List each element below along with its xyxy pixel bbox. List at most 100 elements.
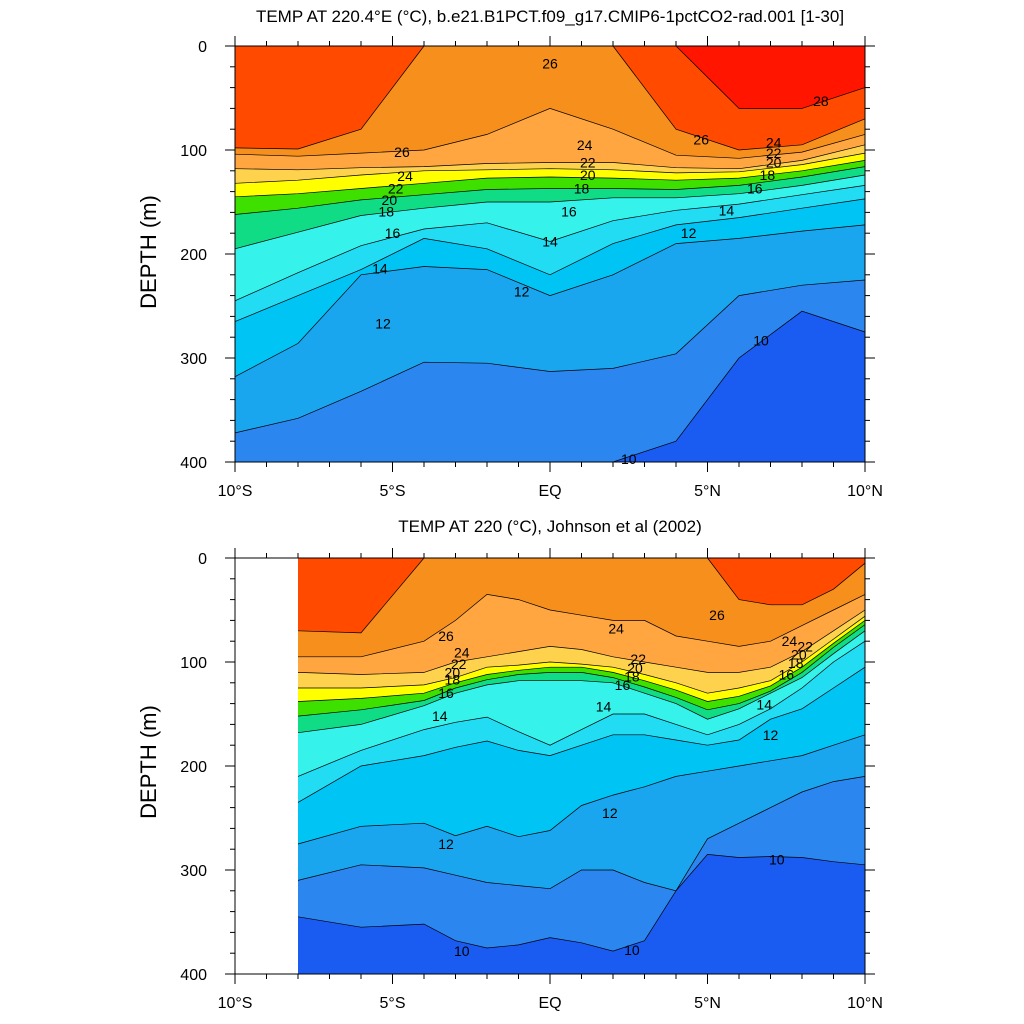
temperature-band-27 bbox=[298, 558, 865, 633]
observed-temperature-panel: TEMP AT 220 (°C), Johnson et al (2002) D… bbox=[136, 517, 883, 1012]
contour-label: 18 bbox=[788, 655, 804, 671]
isotherm-line-12 bbox=[297, 734, 866, 845]
contour-label: 22 bbox=[766, 145, 782, 161]
contour-label: 20 bbox=[627, 660, 643, 676]
y-axis-label: DEPTH (m) bbox=[136, 705, 161, 819]
isotherm-line-14 bbox=[234, 185, 866, 302]
contour-label: 18 bbox=[574, 180, 590, 196]
contour-label: 16 bbox=[747, 180, 763, 196]
contour-label: 22 bbox=[580, 154, 596, 170]
isotherm-line-24 bbox=[297, 609, 866, 675]
contour-label: 24 bbox=[577, 137, 593, 153]
x-tick-label: 5°S bbox=[380, 995, 406, 1012]
contour-label: 22 bbox=[388, 180, 404, 196]
contour-label: 12 bbox=[681, 225, 697, 241]
contour-label: 12 bbox=[375, 316, 391, 332]
x-tick-label: EQ bbox=[538, 995, 561, 1012]
model-temperature-panel: TEMP AT 220.4°E (°C), b.e21.B1PCT.f09_g1… bbox=[136, 7, 883, 500]
contour-label: 22 bbox=[797, 638, 813, 654]
isotherm-line-11 bbox=[234, 279, 866, 434]
y-tick-label: 200 bbox=[180, 759, 207, 776]
isotherm-line-20 bbox=[297, 620, 866, 702]
isotherm-line-13 bbox=[234, 198, 866, 322]
contour-label: 18 bbox=[445, 672, 461, 688]
isotherm-line-26 bbox=[298, 594, 866, 658]
x-tick-label: 5°N bbox=[694, 995, 721, 1012]
contour-label: 14 bbox=[542, 234, 558, 250]
contour-label: 12 bbox=[602, 805, 618, 821]
contour-label: 10 bbox=[769, 852, 785, 868]
isotherm-line-20 bbox=[234, 160, 866, 198]
y-tick-label: 200 bbox=[180, 247, 207, 264]
contour-label: 26 bbox=[394, 144, 410, 160]
contour-label: 22 bbox=[630, 651, 646, 667]
isotherm-line-12 bbox=[234, 224, 866, 378]
isotherm-line-24 bbox=[234, 144, 866, 171]
x-tick-label: 10°S bbox=[218, 483, 253, 500]
contour-label: 18 bbox=[760, 167, 776, 183]
contour-label: 10 bbox=[454, 943, 470, 959]
contour-label: 10 bbox=[753, 332, 769, 348]
y-tick-label: 400 bbox=[180, 455, 207, 472]
isotherm-line-22 bbox=[234, 152, 866, 184]
contour-label: 12 bbox=[438, 836, 454, 852]
contour-label: 12 bbox=[514, 283, 530, 299]
y-tick-label: 100 bbox=[180, 143, 207, 160]
temperature-band-28 bbox=[235, 46, 865, 109]
contour-label: 20 bbox=[580, 167, 596, 183]
isotherm-line-26 bbox=[234, 108, 866, 159]
y-tick-label: 300 bbox=[180, 351, 207, 368]
contour-label: 14 bbox=[432, 708, 448, 724]
x-tick-label: 10°N bbox=[847, 483, 883, 500]
isotherm-line-16 bbox=[297, 630, 866, 734]
isotherm-line-11 bbox=[297, 776, 866, 892]
panel-title: TEMP AT 220 (°C), Johnson et al (2002) bbox=[398, 517, 702, 536]
contour-label: 16 bbox=[615, 677, 631, 693]
isotherm-line-13 bbox=[297, 666, 866, 803]
isotherm-line-22 bbox=[298, 615, 866, 694]
contour-label: 14 bbox=[719, 202, 735, 218]
contour-label: 12 bbox=[763, 727, 779, 743]
contour-label: 24 bbox=[397, 168, 413, 184]
contour-label: 16 bbox=[385, 225, 401, 241]
contour-label: 28 bbox=[813, 93, 829, 109]
isotherm-line-18 bbox=[234, 166, 866, 215]
contour-label: 26 bbox=[438, 628, 454, 644]
x-tick-label: 10°S bbox=[218, 995, 253, 1012]
x-tick-label: 5°S bbox=[380, 483, 406, 500]
contour-label: 20 bbox=[791, 647, 807, 663]
x-tick-label: EQ bbox=[538, 483, 561, 500]
temperature-band-26 bbox=[298, 558, 865, 657]
isotherm-line-16 bbox=[234, 174, 866, 250]
contour-label: 26 bbox=[542, 56, 558, 72]
contour-label: 14 bbox=[596, 699, 612, 715]
y-tick-label: 400 bbox=[180, 967, 207, 984]
contour-label: 22 bbox=[451, 656, 467, 672]
contour-label: 10 bbox=[624, 942, 640, 958]
x-tick-label: 10°N bbox=[847, 995, 883, 1012]
contour-label: 26 bbox=[693, 132, 709, 148]
contour-label: 24 bbox=[454, 645, 470, 661]
contour-label: 20 bbox=[766, 154, 782, 170]
contour-label: 20 bbox=[382, 192, 398, 208]
contour-label: 26 bbox=[709, 607, 725, 623]
x-tick-label: 5°N bbox=[694, 483, 721, 500]
y-tick-label: 100 bbox=[180, 655, 207, 672]
contour-label: 24 bbox=[608, 621, 624, 637]
contour-label: 16 bbox=[438, 685, 454, 701]
contour-label: 16 bbox=[778, 666, 794, 682]
contour-label: 20 bbox=[445, 664, 461, 680]
contour-label: 18 bbox=[624, 669, 640, 685]
y-axis-label: DEPTH (m) bbox=[136, 195, 161, 309]
isotherm-line-14 bbox=[297, 640, 866, 777]
y-tick-label: 0 bbox=[198, 551, 207, 568]
contour-label: 14 bbox=[372, 261, 388, 277]
panel-title: TEMP AT 220.4°E (°C), b.e21.B1PCT.f09_g1… bbox=[256, 7, 844, 26]
y-tick-label: 0 bbox=[198, 39, 207, 56]
contour-label: 16 bbox=[561, 203, 577, 219]
contour-label: 10 bbox=[621, 451, 637, 467]
y-tick-label: 300 bbox=[180, 863, 207, 880]
